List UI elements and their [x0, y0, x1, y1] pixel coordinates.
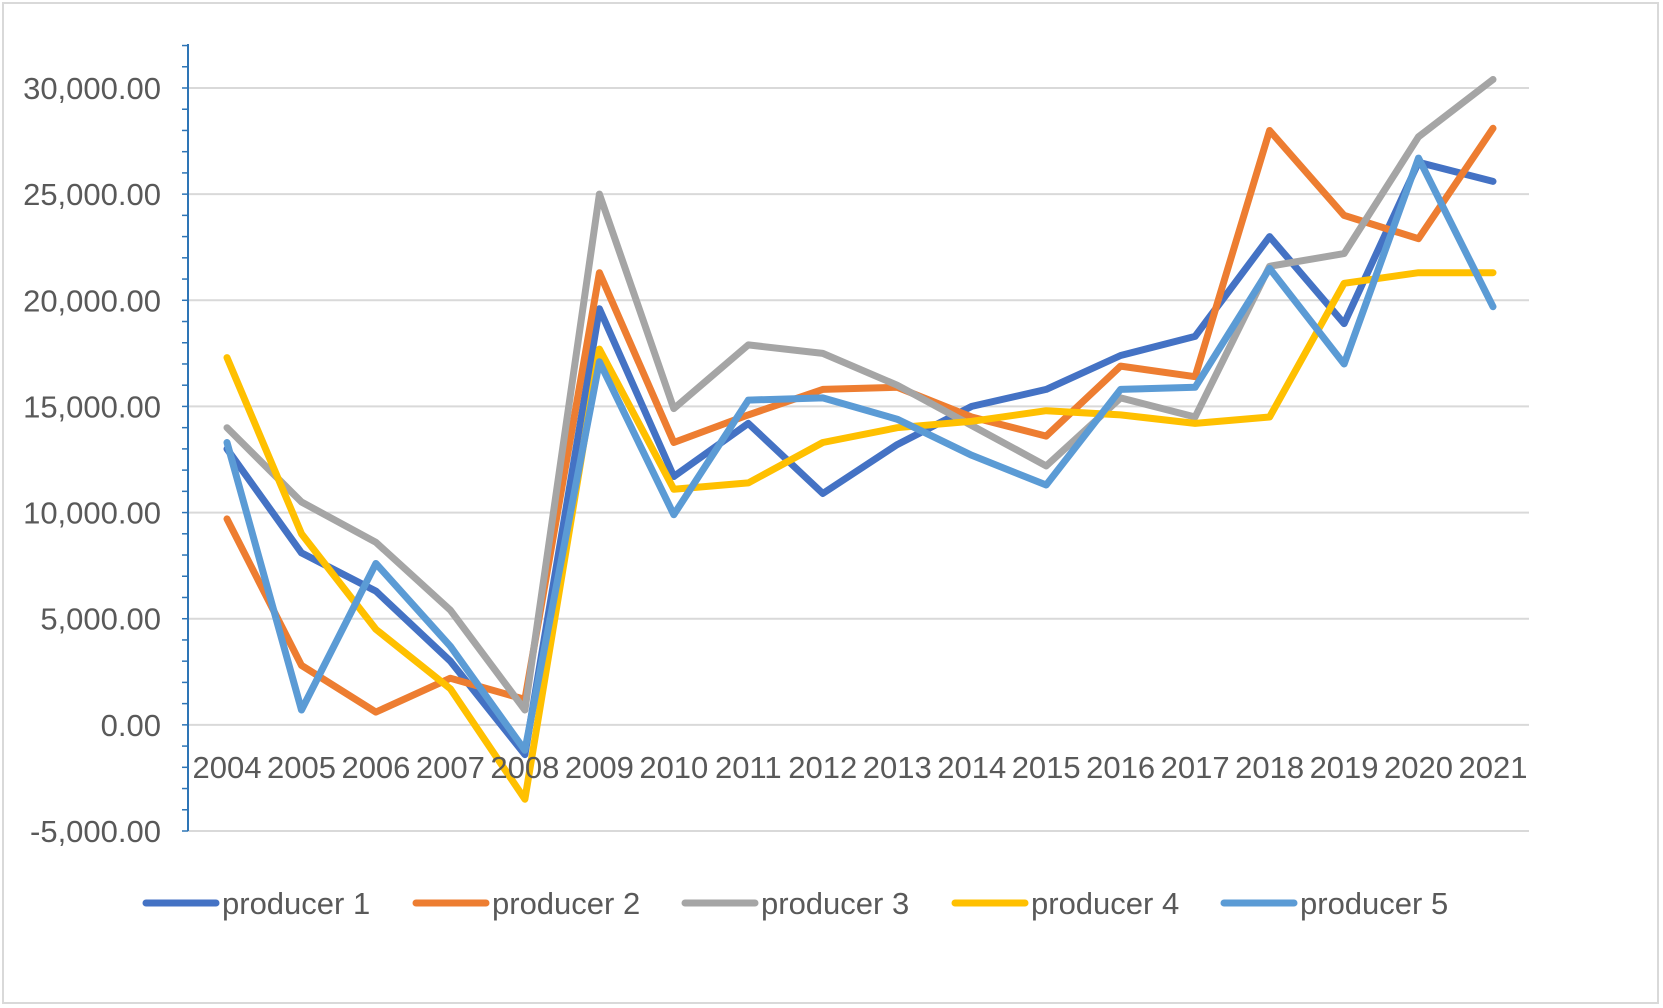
- legend-label: producer 4: [1031, 886, 1179, 921]
- legend: producer 1 producer 2 producer 3 producer 4…: [142, 886, 1448, 921]
- x-tick-label: 2010: [639, 750, 708, 785]
- x-tick-label: 2014: [937, 750, 1006, 785]
- x-tick-label: 2019: [1310, 750, 1379, 785]
- line-chart: 2004 2005 2006 2007 2008 2009 2010 2011 2012 2013…: [23, 44, 1529, 921]
- x-tick-label: 2006: [341, 750, 410, 785]
- x-axis-labels: 2004 2005 2006 2007 2008 2009 2010 2011 2012 2013…: [193, 750, 1528, 785]
- y-axis-labels: -5,000.00 0.00 5,000.00 10,000.00 15,000.00 2…: [23, 71, 161, 849]
- x-tick-label: 2017: [1161, 750, 1230, 785]
- series-line-producer-5: [223, 154, 1497, 754]
- legend-label: producer 2: [492, 886, 640, 921]
- x-tick-label: 2009: [565, 750, 634, 785]
- x-tick-label: 2011: [715, 750, 782, 785]
- y-tick-label: -5,000.00: [30, 814, 161, 849]
- x-tick-label: 2008: [490, 750, 559, 785]
- y-axis: [182, 44, 189, 832]
- y-tick-label: 0.00: [101, 708, 161, 743]
- x-tick-label: 2016: [1086, 750, 1155, 785]
- x-tick-label: 2020: [1384, 750, 1453, 785]
- legend-item: producer 4: [951, 886, 1179, 921]
- legend-label: producer 3: [761, 886, 909, 921]
- legend-item: producer 2: [412, 886, 640, 921]
- series-line-producer-1: [223, 158, 1497, 759]
- x-tick-label: 2004: [193, 750, 262, 785]
- series-line-producer-3: [223, 76, 1497, 714]
- x-tick-label: 2012: [788, 750, 857, 785]
- series-line-producer-2: [223, 124, 1497, 716]
- x-tick-label: 2015: [1012, 750, 1081, 785]
- y-tick-label: 25,000.00: [23, 177, 161, 212]
- y-tick-label: 5,000.00: [40, 602, 161, 637]
- y-tick-label: 10,000.00: [23, 496, 161, 531]
- y-tick-label: 30,000.00: [23, 71, 161, 106]
- legend-label: producer 1: [222, 886, 370, 921]
- legend-item: producer 1: [142, 886, 370, 921]
- series-line-producer-4: [223, 269, 1497, 803]
- legend-item: producer 3: [681, 886, 909, 921]
- series-lines: [223, 76, 1497, 803]
- legend-item: producer 5: [1220, 886, 1448, 921]
- y-tick-label: 15,000.00: [23, 389, 161, 424]
- x-tick-label: 2005: [267, 750, 336, 785]
- legend-label: producer 5: [1300, 886, 1448, 921]
- x-tick-label: 2007: [416, 750, 485, 785]
- x-tick-label: 2021: [1459, 750, 1528, 785]
- y-tick-label: 20,000.00: [23, 283, 161, 318]
- x-tick-label: 2013: [863, 750, 932, 785]
- x-tick-label: 2018: [1235, 750, 1304, 785]
